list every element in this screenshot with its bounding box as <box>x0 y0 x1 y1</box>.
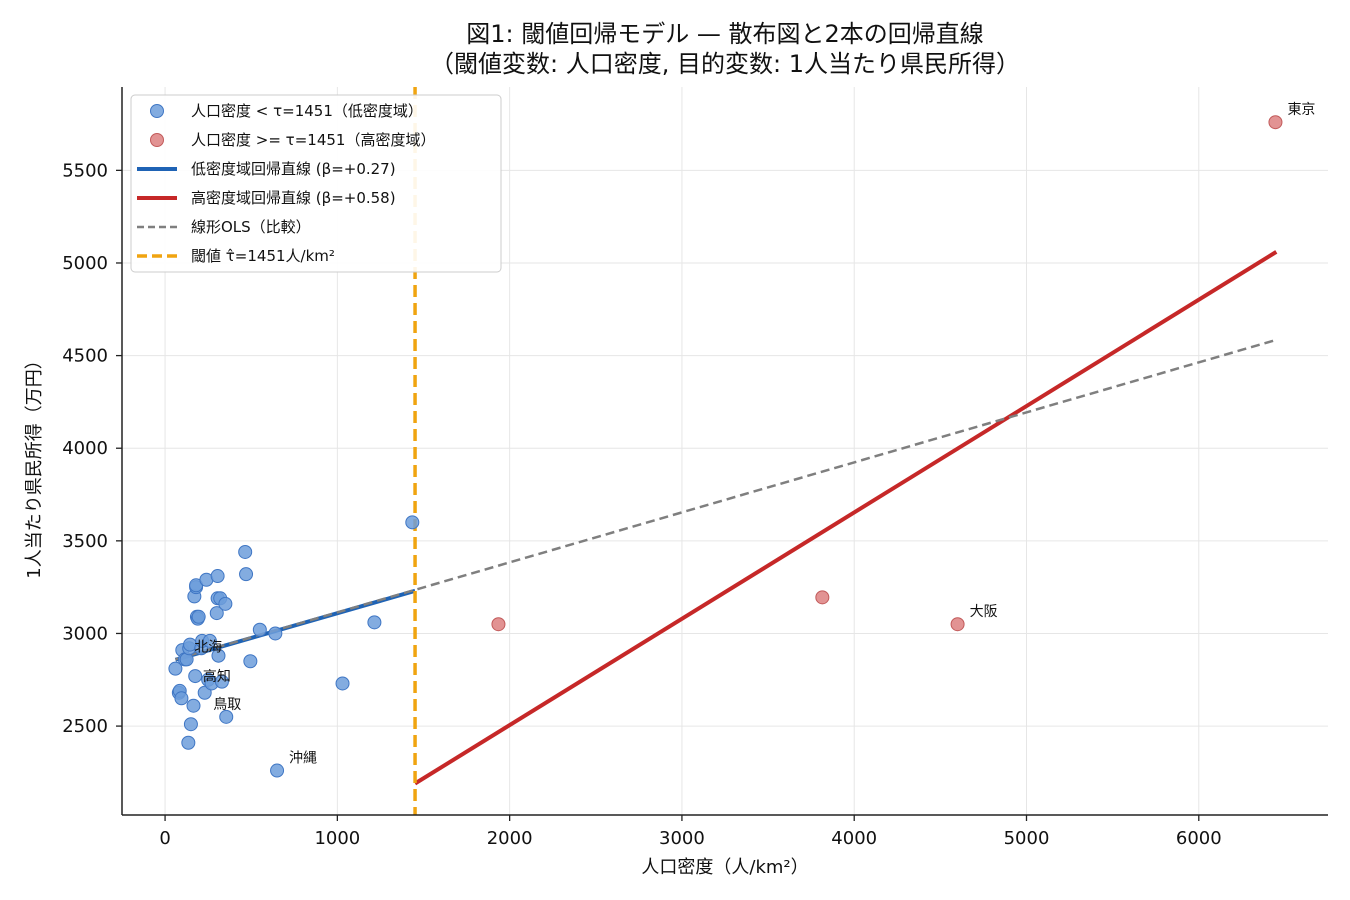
legend-label: 線形OLS（比較） <box>191 218 311 236</box>
data-point-low <box>202 633 217 648</box>
ols-line <box>175 338 1277 661</box>
x-tick-label: 1000 <box>314 828 360 849</box>
data-point-low <box>239 567 254 582</box>
legend-label: 高密度域回帰直線 (β=+0.58) <box>191 189 396 207</box>
data-point-low <box>268 626 283 641</box>
data-point-low <box>174 691 189 706</box>
y-tick-label: 3500 <box>62 531 108 552</box>
point-annotation: 東京 <box>1287 102 1315 118</box>
x-tick-label: 5000 <box>1004 828 1050 849</box>
point-annotation: 北海 <box>194 639 222 655</box>
data-point-high <box>491 617 506 632</box>
axes-layer: 0 1000 2000 3000 4000 5000 6000 2500 3000 3500 400… <box>62 87 1328 849</box>
chart-title-line1: 図1: 閾値回帰モデル — 散布図と2本の回帰直線 <box>466 20 984 48</box>
data-point-low <box>219 709 234 724</box>
legend-label: 人口密度 < τ=1451（低密度域） <box>191 102 423 120</box>
data-point-high <box>1268 115 1283 130</box>
legend-label: 閾値 τ̂=1451人/km² <box>191 247 335 265</box>
regression-line-2 <box>174 588 416 662</box>
chart-title-line2: （閾値変数: 人口密度, 目的変数: 1人当たり県民所得） <box>430 50 1020 78</box>
y-tick-label: 5500 <box>62 160 108 181</box>
data-point-low <box>405 515 420 530</box>
data-point-low <box>188 669 203 684</box>
data-point-low <box>214 674 229 689</box>
data-point-low <box>211 648 226 663</box>
x-tick-label: 0 <box>159 828 170 849</box>
data-point-high <box>950 617 965 632</box>
point-annotation: 高知 <box>203 668 231 685</box>
y-tick-label: 3000 <box>62 623 108 644</box>
y-tick-label: 4000 <box>62 438 108 459</box>
x-tick-label: 2000 <box>487 828 533 849</box>
data-point-low <box>183 717 198 732</box>
legend-label: 低密度域回帰直線 (β=+0.27) <box>191 160 396 178</box>
point-annotation: 鳥取 <box>213 697 241 713</box>
data-point-low <box>218 596 233 611</box>
y-tick-label: 2500 <box>62 716 108 737</box>
data-point-low <box>243 654 258 669</box>
legend-box <box>130 94 502 273</box>
x-tick-label: 3000 <box>659 828 705 849</box>
data-point-low <box>168 661 183 676</box>
legend: 人口密度 < τ=1451（低密度域） 人口密度 >= τ=1451（高密度域） 低… <box>130 94 502 273</box>
data-point-low <box>210 569 225 584</box>
point-annotation: 大阪 <box>970 604 998 620</box>
data-point-low <box>252 622 267 637</box>
legend-marker <box>150 104 164 118</box>
data-point-low <box>191 609 206 624</box>
x-tick-label: 4000 <box>831 828 877 849</box>
data-point-low <box>181 735 196 750</box>
data-point-high <box>815 590 830 605</box>
point-annotation: 沖縄 <box>289 751 317 767</box>
data-point-low <box>186 698 201 713</box>
series-layer <box>168 87 1283 815</box>
y-tick-label: 4500 <box>62 346 108 367</box>
legend-label: 人口密度 >= τ=1451（高密度域） <box>191 131 435 149</box>
data-point-low <box>367 615 382 630</box>
x-tick-label: 6000 <box>1176 828 1222 849</box>
y-tick-label: 5000 <box>62 253 108 274</box>
data-point-low <box>209 606 224 621</box>
grid-layer <box>122 87 1328 815</box>
x-axis-label: 人口密度（人/km²） <box>641 857 808 878</box>
legend-marker <box>150 133 164 147</box>
data-point-low <box>197 685 212 700</box>
regression-line-3 <box>414 250 1278 786</box>
data-point-low <box>270 763 285 778</box>
y-axis-label: 1人当たり県民所得（万円） <box>24 351 45 578</box>
data-point-low <box>335 676 350 691</box>
data-point-low <box>238 544 253 559</box>
